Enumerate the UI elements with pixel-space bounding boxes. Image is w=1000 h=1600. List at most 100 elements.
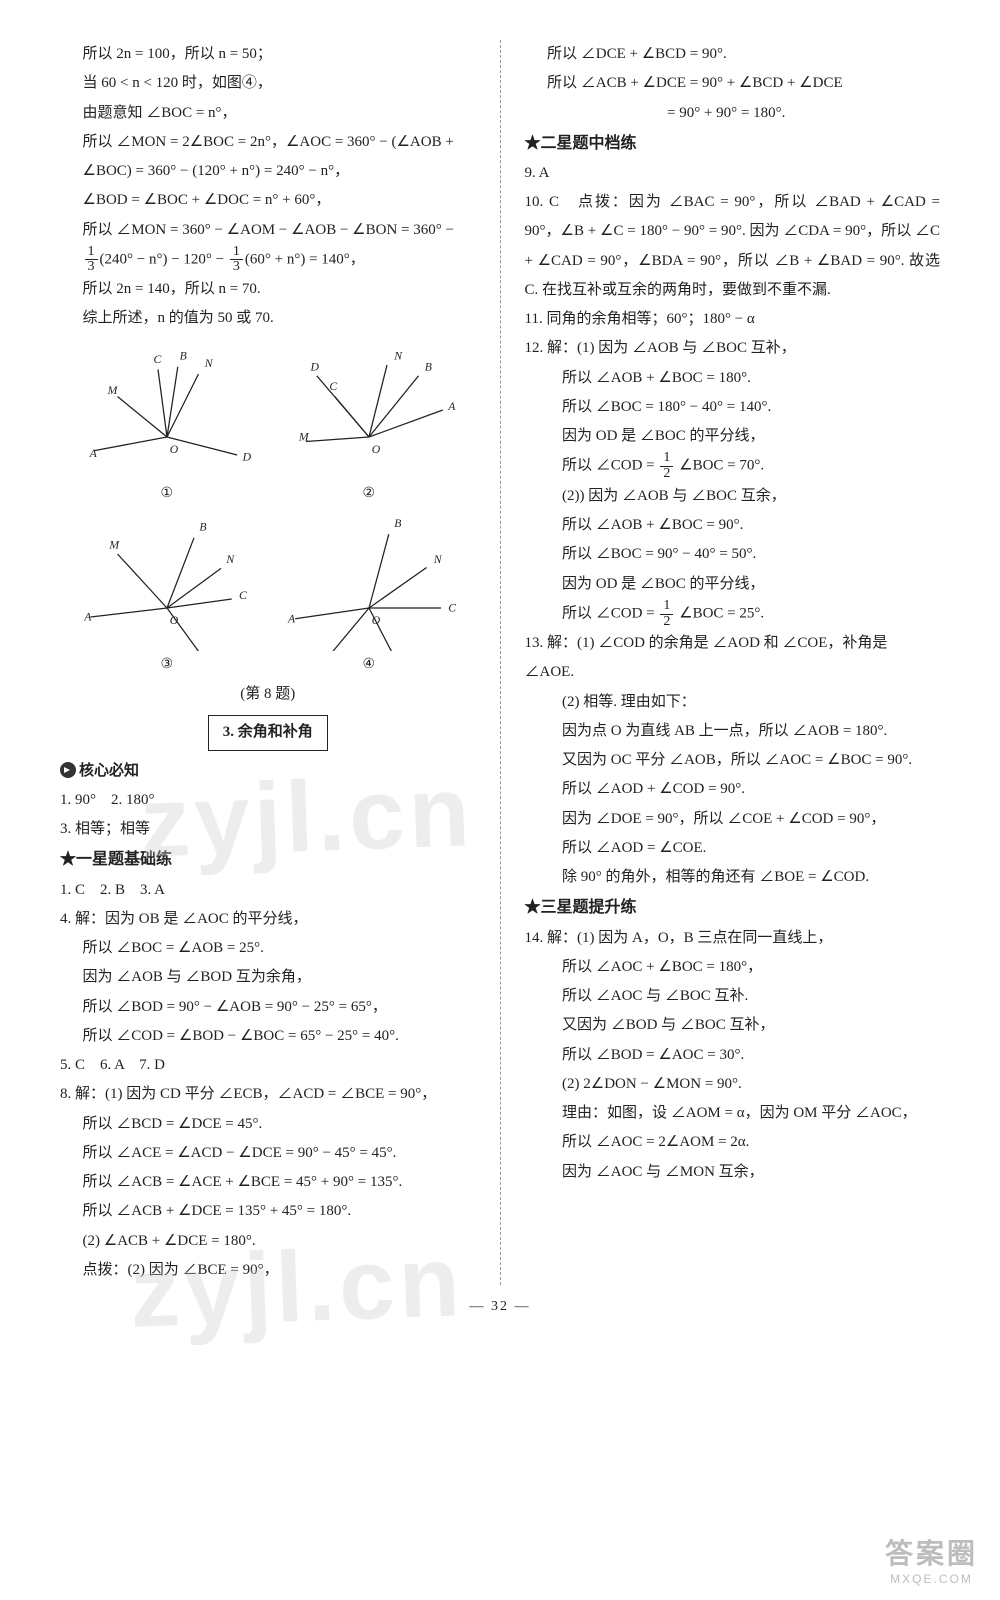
fraction: 13 — [230, 245, 243, 275]
diagram-number: ① — [77, 480, 257, 507]
svg-text:A: A — [447, 400, 456, 413]
text-line: 所以 ∠BOD = 90° − ∠AOB = 90° − 25° = 65°， — [60, 993, 476, 1022]
text-line: 所以 ∠AOD + ∠COD = 90°. — [525, 775, 941, 804]
text-line: 综上所述，n 的值为 50 或 70. — [60, 304, 476, 333]
text-line: 因为 OD 是 ∠BOC 的平分线， — [525, 570, 941, 599]
site-logo: 答案圈 MXQE.COM — [885, 1532, 978, 1586]
star-heading: ★一星题基础练 — [60, 844, 476, 875]
star-heading: ★三星题提升练 — [525, 892, 941, 923]
fraction: 12 — [660, 599, 673, 629]
text-line: 所以 ∠ACE = ∠ACD − ∠DCE = 90° − 45° = 45°. — [60, 1139, 476, 1168]
svg-text:O: O — [371, 443, 380, 456]
text-line: 4. 解：因为 OB 是 ∠AOC 的平分线， — [60, 905, 476, 934]
text-line: 所以 ∠BOC = 180° − 40° = 140°. — [525, 393, 941, 422]
text-line: 所以 ∠AOC = 2∠AOM = 2α. — [525, 1128, 941, 1157]
svg-text:B: B — [425, 360, 432, 373]
section-heading: 3. 余角和补角 — [208, 715, 328, 750]
logo-line2: MXQE.COM — [885, 1572, 978, 1586]
text-line: 12. 解：(1) 因为 ∠AOB 与 ∠BOC 互补， — [525, 334, 941, 363]
svg-text:M: M — [298, 430, 310, 443]
svg-text:C: C — [239, 589, 247, 602]
text-line: 当 60 < n < 120 时，如图④， — [60, 69, 476, 98]
diagram-grid: AMCBNDO①DCMONBA②AMBNCDO③AMBNCDO④ — [60, 340, 476, 679]
text-line: 13. 解：(1) ∠COD 的余角是 ∠AOD 和 ∠COE，补角是 ∠AOE… — [525, 629, 941, 688]
text-line: 所以 ∠BOC = 90° − 40° = 50°. — [525, 540, 941, 569]
text-line: 3. 相等；相等 — [60, 815, 476, 844]
svg-text:M: M — [106, 383, 118, 396]
text-line: 因为 ∠AOB 与 ∠BOD 互为余角， — [60, 963, 476, 992]
svg-text:N: N — [204, 356, 214, 369]
star-heading: ★二星题中档练 — [525, 128, 941, 159]
text-line: 因为点 O 为直线 AB 上一点，所以 ∠AOB = 180°. — [525, 717, 941, 746]
text-line: 由题意知 ∠BOC = n°， — [60, 99, 476, 128]
text-line: 所以 ∠MON = 360° − ∠AOM − ∠AOB − ∠BON = 36… — [60, 216, 476, 245]
text-line: 所以 ∠ACB = ∠ACE + ∠BCE = 45° + 90° = 135°… — [60, 1168, 476, 1197]
text-line: 所以 ∠ACB + ∠DCE = 90° + ∠BCD + ∠DCE — [525, 69, 941, 98]
text-line: (2) 2∠DON − ∠MON = 90°. — [525, 1070, 941, 1099]
svg-text:C: C — [448, 602, 456, 615]
text-line: 所以 ∠DCE + ∠BCD = 90°. — [525, 40, 941, 69]
right-column: 所以 ∠DCE + ∠BCD = 90°. 所以 ∠ACB + ∠DCE = 9… — [501, 40, 951, 1285]
page-number: — 32 — — [50, 1299, 950, 1315]
svg-text:O: O — [169, 614, 178, 627]
geometry-diagram: DCMONBA② — [279, 340, 459, 507]
arrow-icon — [60, 762, 76, 778]
svg-text:N: N — [393, 349, 403, 362]
logo-line1: 答案圈 — [885, 1532, 978, 1572]
svg-text:B: B — [179, 349, 186, 362]
svg-text:B: B — [199, 521, 206, 534]
text-line: (2) 相等. 理由如下： — [525, 688, 941, 717]
svg-text:O: O — [169, 443, 178, 456]
svg-text:N: N — [433, 553, 443, 566]
formula-line: 所以 ∠COD = 12 ∠BOC = 25°. — [525, 599, 941, 629]
svg-text:M: M — [108, 539, 120, 552]
left-column: 所以 2n = 100，所以 n = 50； 当 60 < n < 120 时，… — [50, 40, 501, 1285]
text-line: 点拨：(2) 因为 ∠BCE = 90°， — [60, 1256, 476, 1285]
svg-text:O: O — [371, 614, 380, 627]
geometry-diagram: A M C B N D O ① — [77, 340, 257, 507]
text-line: 11. 同角的余角相等；60°；180° − α — [525, 305, 941, 334]
formula-line: 13(240° − n°) − 120° − 13(60° + n°) = 14… — [60, 245, 476, 275]
svg-text:B: B — [394, 517, 401, 530]
text-line: 又因为 ∠BOD 与 ∠BOC 互补， — [525, 1011, 941, 1040]
text-line: 所以 ∠AOC + ∠BOC = 180°， — [525, 953, 941, 982]
figure-caption: (第 8 题) — [60, 680, 476, 709]
answer-line: 5. C 6. A 7. D — [60, 1051, 476, 1080]
svg-text:A: A — [287, 612, 296, 625]
text-line: 所以 ∠COD = ∠BOD − ∠BOC = 65° − 25° = 40°. — [60, 1022, 476, 1051]
diagram-number: ③ — [77, 651, 257, 678]
answer-line: 1. C 2. B 3. A — [60, 876, 476, 905]
svg-text:A: A — [83, 611, 92, 624]
fraction: 13 — [85, 245, 98, 275]
text-line: = 90° + 90° = 180°. — [525, 99, 941, 128]
core-heading: 核心必知 — [60, 757, 476, 786]
diagram-number: ④ — [279, 651, 459, 678]
text-line: 所以 2n = 140，所以 n = 70. — [60, 275, 476, 304]
text-line: 所以 ∠AOB + ∠BOC = 180°. — [525, 364, 941, 393]
fraction: 12 — [660, 451, 673, 481]
text-line: 因为 OD 是 ∠BOC 的平分线， — [525, 422, 941, 451]
svg-text:D: D — [309, 360, 319, 373]
text-line: (2) ∠ACB + ∠DCE = 180°. — [60, 1227, 476, 1256]
text-line: 因为 ∠AOC 与 ∠MON 互余， — [525, 1158, 941, 1187]
text-line: 理由：如图，设 ∠AOM = α，因为 OM 平分 ∠AOC， — [525, 1099, 941, 1128]
answer-line: 9. A — [525, 159, 941, 188]
text-line: 所以 ∠AOB + ∠BOC = 90°. — [525, 511, 941, 540]
text-line: ∠BOD = ∠BOC + ∠DOC = n° + 60°， — [60, 186, 476, 215]
formula-line: 所以 ∠COD = 12 ∠BOC = 70°. — [525, 451, 941, 481]
diagram-number: ② — [279, 480, 459, 507]
text-line: 所以 ∠ACB + ∠DCE = 135° + 45° = 180°. — [60, 1197, 476, 1226]
text-line: 所以 ∠BOD = ∠AOC = 30°. — [525, 1041, 941, 1070]
text-line: 所以 2n = 100，所以 n = 50； — [60, 40, 476, 69]
geometry-diagram: AMBNCDO④ — [279, 511, 459, 678]
text-line: 所以 ∠BCD = ∠DCE = 45°. — [60, 1110, 476, 1139]
text-line: 1. 90° 2. 180° — [60, 786, 476, 815]
svg-text:D: D — [241, 450, 251, 463]
text-line: 所以 ∠BOC = ∠AOB = 25°. — [60, 934, 476, 963]
svg-text:C: C — [153, 353, 161, 366]
svg-text:A: A — [88, 446, 97, 459]
text-line: 8. 解：(1) 因为 CD 平分 ∠ECB，∠ACD = ∠BCE = 90°… — [60, 1080, 476, 1109]
text-line: (2)) 因为 ∠AOB 与 ∠BOC 互余， — [525, 482, 941, 511]
text-line: 所以 ∠AOC 与 ∠BOC 互补. — [525, 982, 941, 1011]
text-line: 10. C 点拨：因为 ∠BAC = 90°，所以 ∠BAD + ∠CAD = … — [525, 188, 941, 305]
